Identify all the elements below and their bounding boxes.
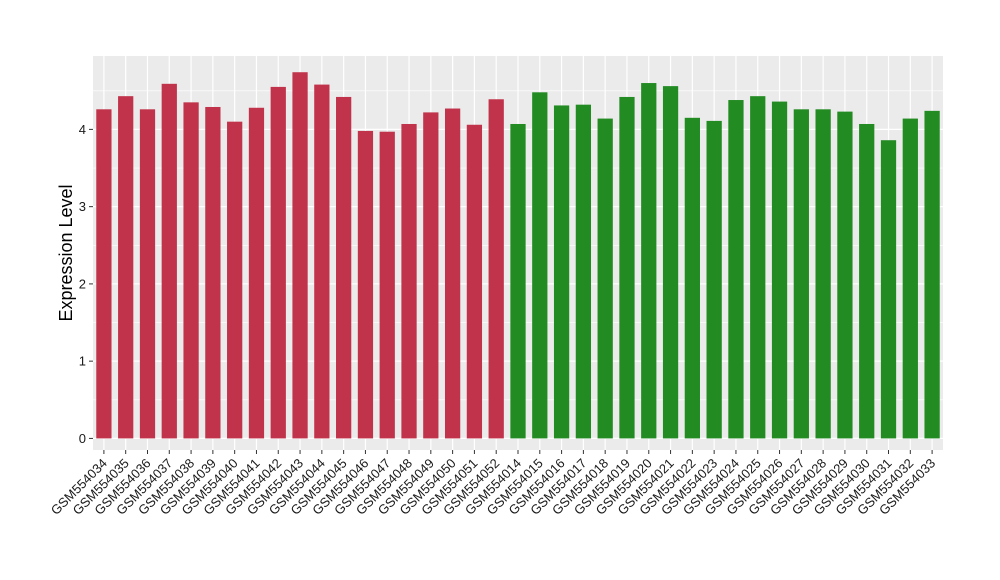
bar — [859, 123, 875, 439]
bar — [771, 101, 788, 439]
bar — [270, 86, 286, 439]
bar — [423, 112, 439, 439]
bar — [205, 106, 221, 439]
y-tick-label: 3 — [79, 199, 86, 214]
bar — [401, 123, 417, 439]
bar — [880, 140, 897, 439]
bar — [161, 83, 177, 439]
y-tick-label: 4 — [79, 122, 86, 137]
bar — [96, 109, 112, 439]
bar — [488, 99, 504, 439]
bar — [837, 111, 853, 439]
bars — [96, 72, 940, 439]
y-axis: 0 1 2 3 4 — [79, 122, 93, 446]
bar — [684, 117, 700, 439]
bar — [924, 110, 940, 439]
bar — [575, 104, 592, 439]
y-tick-label: 0 — [79, 431, 86, 446]
bar — [750, 96, 766, 439]
bar — [118, 96, 134, 439]
bar — [641, 83, 657, 439]
bar — [139, 109, 156, 439]
x-axis: GSM554034GSM554035GSM554036GSM554037GSM5… — [48, 450, 938, 518]
y-axis-title: Expression Level — [56, 184, 76, 321]
bar — [662, 86, 679, 439]
bar — [183, 102, 199, 439]
bar — [902, 118, 918, 439]
y-tick-label: 2 — [79, 276, 86, 291]
bar — [444, 108, 461, 439]
bar — [379, 131, 395, 439]
y-tick-label: 1 — [79, 354, 86, 369]
bar — [815, 109, 831, 439]
bar — [314, 84, 330, 439]
bar — [706, 120, 722, 439]
bar — [227, 121, 243, 439]
bar — [728, 100, 744, 439]
bar — [597, 118, 613, 439]
bar — [336, 96, 352, 439]
bar — [466, 124, 483, 439]
bar — [619, 96, 635, 439]
bar — [793, 109, 809, 439]
bar — [292, 72, 308, 439]
bar — [357, 130, 374, 439]
bar — [248, 107, 265, 439]
bar — [553, 105, 570, 439]
bar — [510, 123, 526, 439]
bar — [532, 92, 548, 439]
